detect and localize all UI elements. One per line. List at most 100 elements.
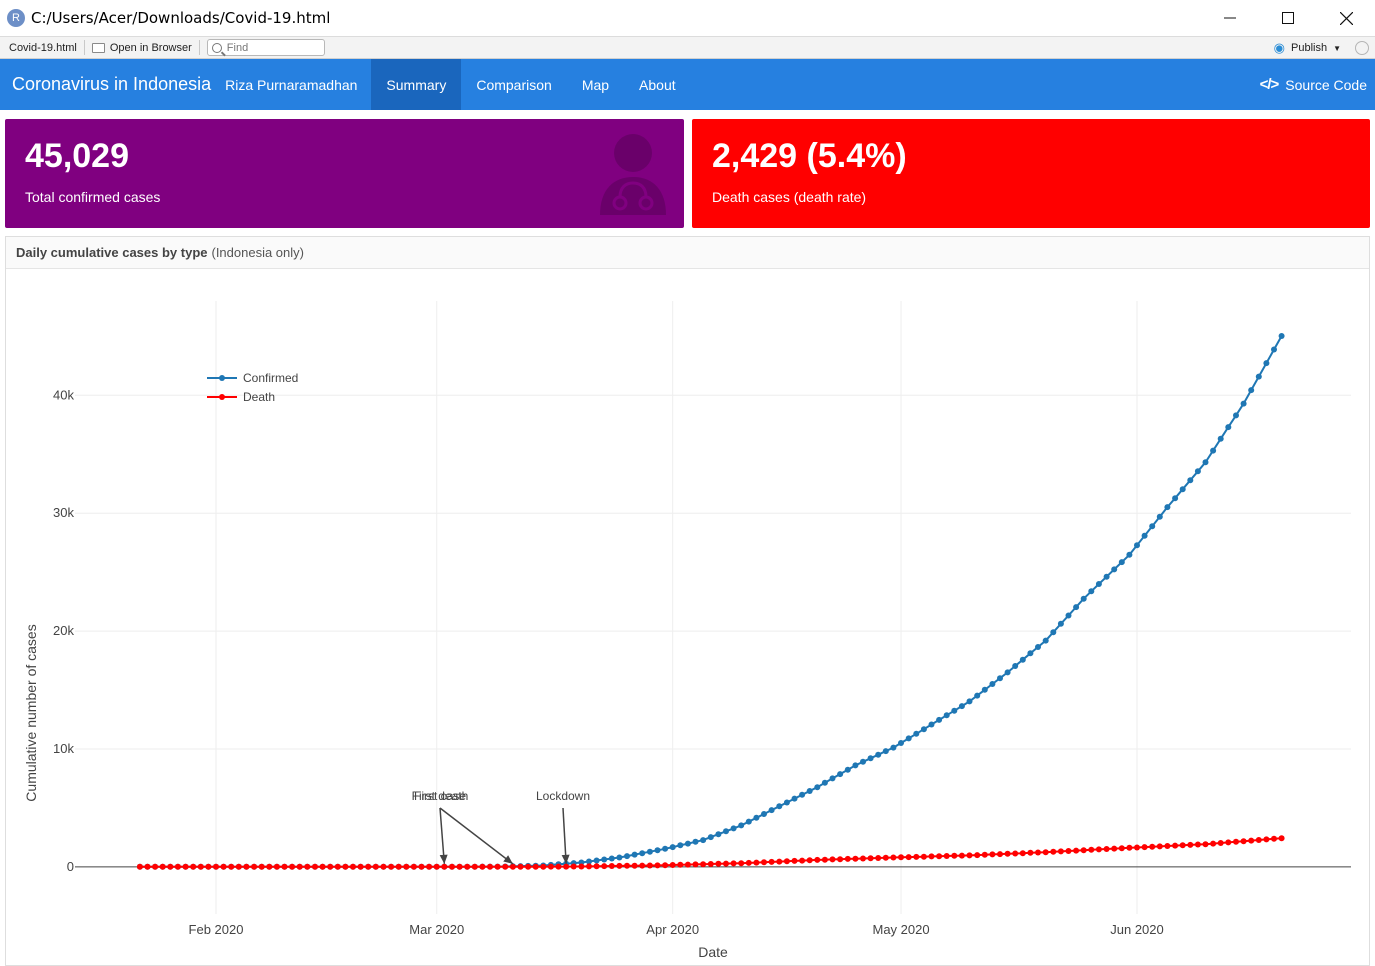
data-point [837,771,844,778]
data-point [753,859,760,866]
data-point [707,861,714,867]
data-point [197,863,204,870]
data-point [1080,595,1087,602]
data-point [220,863,227,870]
toolbar-divider [198,40,200,55]
data-point [1233,412,1239,419]
data-point [1194,468,1201,475]
open-in-browser-button[interactable]: Open in Browser [91,41,192,54]
chevron-down-icon[interactable]: ▼ [1333,43,1341,53]
data-point [905,854,912,861]
data-point [997,675,1003,682]
confirmed-count: 45,029 [25,137,129,175]
data-point [814,784,821,791]
search-icon [211,42,222,53]
data-point [251,863,258,870]
data-point [776,858,783,865]
refresh-icon[interactable] [1355,41,1369,55]
data-point [1210,840,1217,847]
data-point [799,857,806,864]
data-point [669,862,676,868]
data-point [646,862,653,869]
r-app-icon: R [7,9,25,27]
data-point [258,863,265,870]
data-point [1042,849,1049,856]
data-point [913,730,920,737]
data-point [1019,656,1026,663]
data-point [1065,848,1072,854]
data-point [174,863,181,870]
data-point [479,863,486,870]
source-code-link[interactable]: </> Source Code [1260,59,1367,110]
chart-card: Daily cumulative cases by type (Indonesi… [5,236,1370,966]
find-input[interactable]: Find [206,39,325,56]
data-point [1057,620,1064,627]
data-point [806,788,813,794]
data-point [981,686,988,693]
data-point [966,698,973,705]
data-point [1217,435,1224,442]
data-point [616,862,623,869]
data-point [586,863,592,870]
data-point [920,726,927,733]
data-point [951,852,958,859]
data-point [266,863,273,870]
series-confirmed [136,333,1285,870]
data-point [783,858,790,865]
data-point [372,863,379,870]
data-point [852,855,859,862]
publish-button[interactable]: Publish [1291,42,1328,54]
data-point [761,859,767,866]
x-tick-label: Apr 2020 [646,922,699,937]
open-in-browser-label: Open in Browser [109,41,192,54]
data-point [525,863,532,870]
data-point [654,862,661,869]
maximize-button[interactable] [1259,0,1317,36]
minimize-button[interactable] [1201,0,1259,36]
annotation-arrowhead [561,854,570,864]
tab-summary[interactable]: Summary [371,59,462,110]
data-point [1225,424,1232,431]
data-point [700,837,707,844]
data-point [1271,346,1277,353]
data-point [1263,360,1270,367]
data-point [578,863,585,870]
data-point [624,862,630,869]
data-point [928,721,935,728]
data-point [662,862,669,869]
data-point [707,834,714,841]
window-titlebar: R C:/Users/Acer/Downloads/Covid-19.html [0,0,1375,36]
data-point [882,748,889,755]
data-point [829,856,836,863]
tab-about[interactable]: About [639,76,676,93]
data-point [1134,844,1140,851]
source-code-label: Source Code [1285,76,1367,93]
close-button[interactable] [1317,0,1375,36]
data-point [182,863,189,870]
tab-comparison[interactable]: Comparison [476,76,552,93]
data-point [593,857,600,864]
data-point [487,863,493,870]
publish-area: ◉ Publish ▼ [1274,40,1369,56]
data-point [753,814,760,821]
data-point [723,828,729,835]
data-point [654,847,661,854]
data-point [738,822,745,829]
data-point [1050,629,1057,636]
data-point [426,863,433,870]
data-point [867,855,874,862]
data-point [692,861,699,868]
annotation-label: Lockdown [536,789,590,803]
data-point [1179,842,1186,849]
data-point [1019,850,1026,857]
data-point [791,795,798,802]
chart-card-header: Daily cumulative cases by type (Indonesi… [6,237,1369,269]
data-point [395,863,402,870]
chart-legend[interactable]: Confirmed Death [207,371,298,404]
data-point [464,863,471,870]
tab-map[interactable]: Map [581,76,610,93]
dashboard-title[interactable]: Coronavirus in Indonesia [12,74,212,94]
data-point [821,779,828,786]
